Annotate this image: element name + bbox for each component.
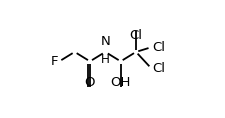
Text: OH: OH — [110, 76, 130, 89]
Text: Cl: Cl — [151, 41, 164, 54]
Text: N: N — [100, 35, 110, 48]
Text: F: F — [51, 55, 58, 68]
Text: Cl: Cl — [151, 62, 164, 75]
Text: Cl: Cl — [129, 29, 142, 42]
Text: H: H — [100, 53, 109, 65]
Text: O: O — [84, 76, 95, 89]
